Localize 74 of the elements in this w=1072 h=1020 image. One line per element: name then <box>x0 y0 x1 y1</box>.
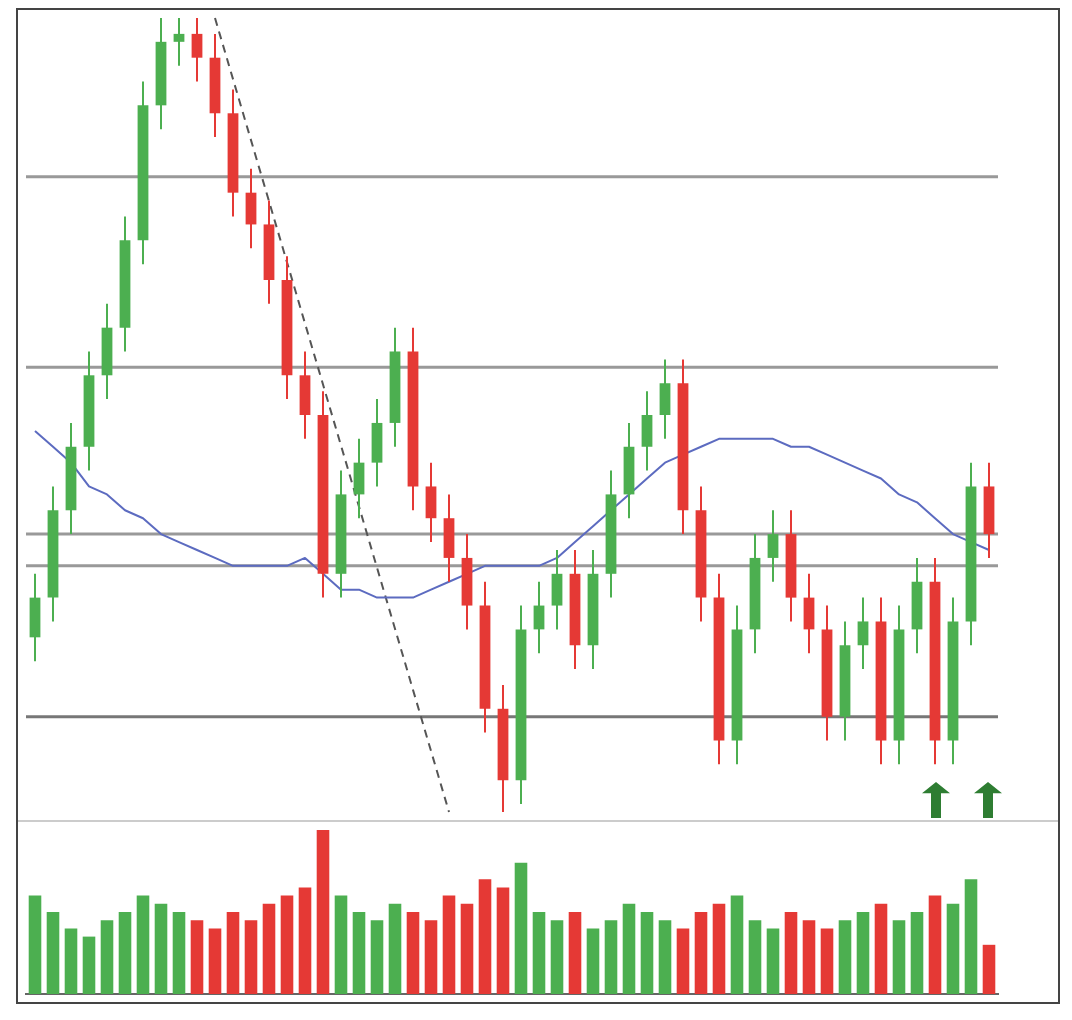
bar <box>838 920 852 994</box>
bar <box>676 928 690 994</box>
candlestick <box>857 596 869 671</box>
bar <box>748 920 762 994</box>
candlestick <box>371 398 383 488</box>
bar <box>550 920 564 994</box>
bar <box>154 903 168 994</box>
bar <box>244 920 258 994</box>
bar <box>874 903 888 994</box>
candlestick <box>245 167 257 250</box>
candlestick <box>659 358 671 440</box>
bar <box>856 912 870 994</box>
bar <box>964 879 978 994</box>
bar <box>370 920 384 994</box>
bar <box>604 920 618 994</box>
candlestick <box>623 421 635 520</box>
bar <box>514 862 528 994</box>
bar <box>190 920 204 994</box>
bar <box>64 928 78 994</box>
bar <box>982 944 996 994</box>
bar <box>586 928 600 994</box>
bar <box>712 903 726 994</box>
bar <box>334 895 348 994</box>
bar <box>766 928 780 994</box>
bar <box>730 895 744 994</box>
bar <box>298 887 312 994</box>
candlestick <box>353 437 365 520</box>
bar <box>658 920 672 994</box>
bar <box>442 895 456 994</box>
bar <box>892 920 906 994</box>
candlestick <box>29 572 41 663</box>
candlestick <box>425 461 437 544</box>
bar <box>118 912 132 994</box>
bar <box>928 895 942 994</box>
candlestick <box>299 350 311 440</box>
bar <box>388 903 402 994</box>
bar <box>820 928 834 994</box>
candlestick <box>551 548 563 631</box>
candlestick <box>461 533 473 631</box>
bar <box>424 920 438 994</box>
bar <box>82 936 96 994</box>
bar <box>532 912 546 994</box>
candlestick <box>173 17 185 67</box>
candlestick <box>101 302 113 401</box>
bar <box>496 887 510 994</box>
bar <box>136 895 150 994</box>
bar <box>262 903 276 994</box>
bar <box>784 912 798 994</box>
bar <box>802 920 816 994</box>
bar <box>460 903 474 994</box>
bar <box>622 903 636 994</box>
candlestick <box>911 556 923 655</box>
bar <box>946 903 960 994</box>
bar <box>46 912 60 994</box>
candlestick <box>803 572 815 655</box>
candlestick <box>983 461 995 559</box>
bar <box>478 879 492 994</box>
bar <box>208 928 222 994</box>
bar <box>640 912 654 994</box>
bar <box>172 912 186 994</box>
bar <box>910 912 924 994</box>
bar <box>694 912 708 994</box>
bar <box>100 920 114 994</box>
bar <box>28 895 42 994</box>
candlestick <box>191 17 203 83</box>
bar <box>226 912 240 994</box>
bar <box>406 912 420 994</box>
bar <box>316 830 330 994</box>
bar <box>352 912 366 994</box>
bar <box>568 912 582 994</box>
candlestick <box>443 493 455 583</box>
bar <box>280 895 294 994</box>
candlestick <box>767 509 779 583</box>
candlestick <box>641 390 653 472</box>
